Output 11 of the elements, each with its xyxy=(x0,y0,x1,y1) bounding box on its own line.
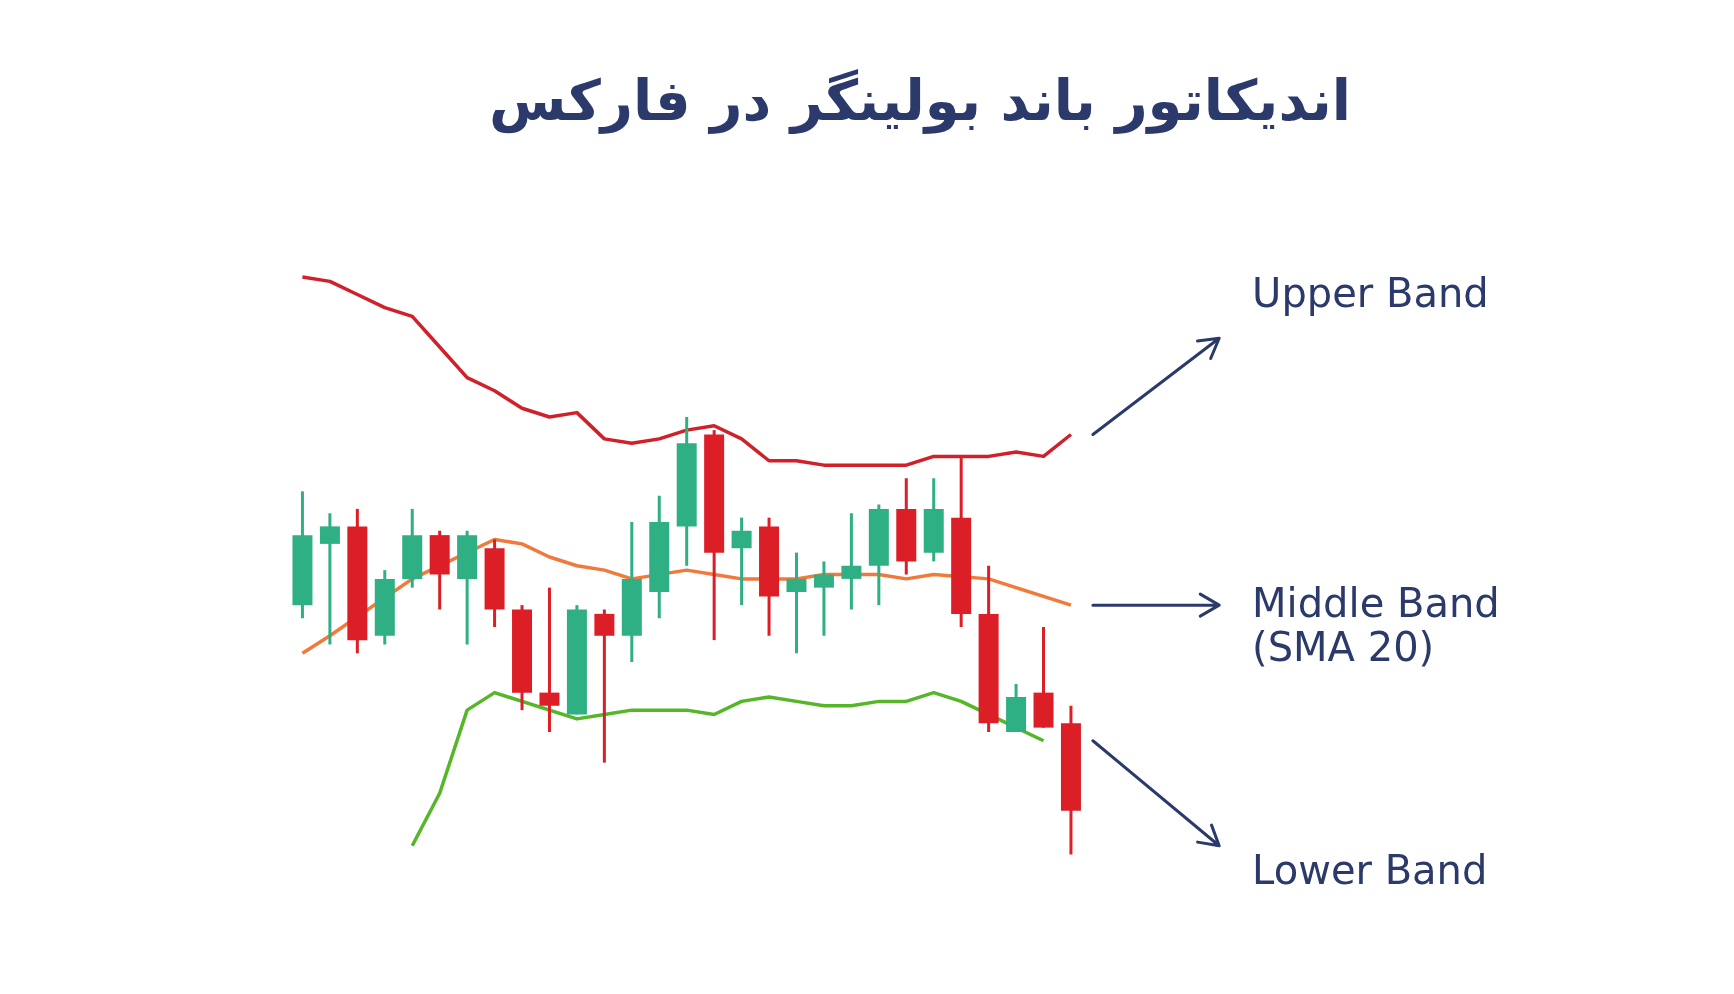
candlestick xyxy=(594,609,615,763)
candlestick xyxy=(813,561,834,636)
candlestick xyxy=(786,552,807,654)
candlestick xyxy=(319,513,340,645)
text: Lower Band xyxy=(1252,847,1488,893)
candlestick xyxy=(731,517,752,607)
text: Middle Band (SMA 20) xyxy=(1252,580,1500,671)
candlestick xyxy=(841,513,862,610)
chart-title: اندیکاتور باند بولینگر در فارکس xyxy=(489,68,1351,134)
text: Upper Band xyxy=(1252,269,1489,316)
candlestick xyxy=(539,587,560,732)
